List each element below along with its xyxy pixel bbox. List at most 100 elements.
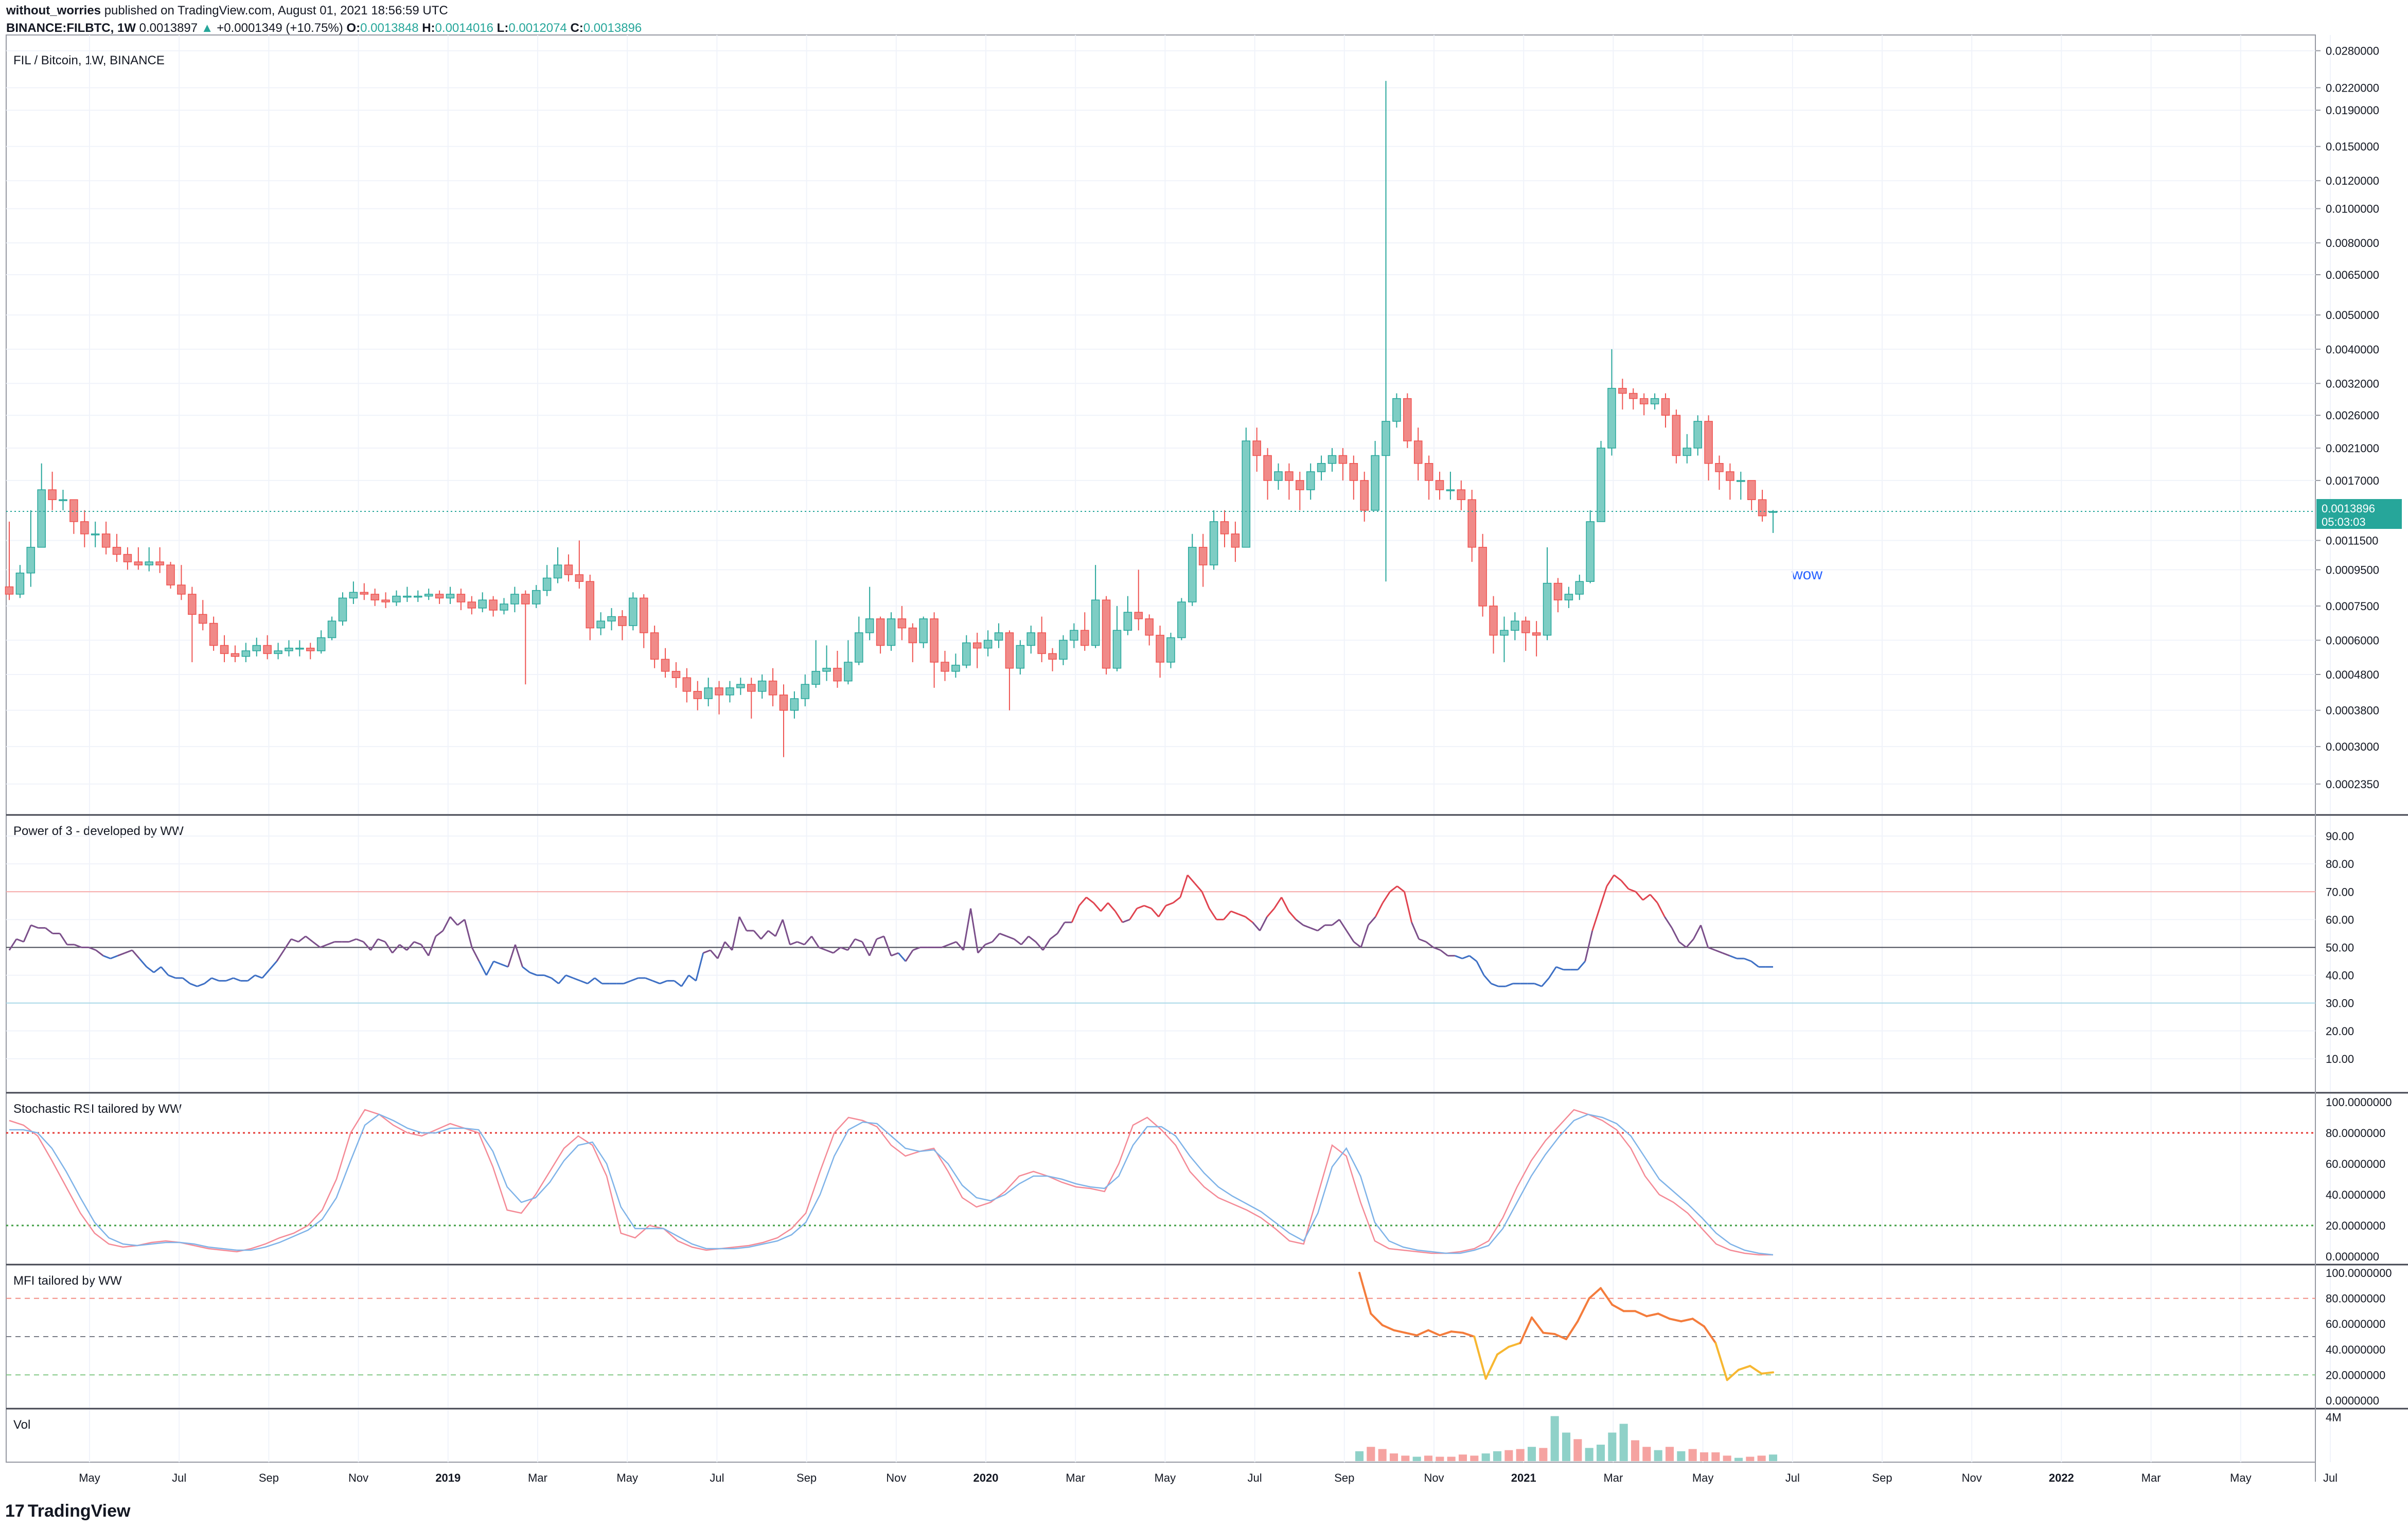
candle-body [1532, 632, 1541, 636]
candle-body [553, 564, 562, 579]
candle-body [1650, 398, 1659, 404]
candle-body [1403, 398, 1412, 441]
candle-body [295, 647, 304, 650]
power3-segment [291, 938, 299, 943]
power3-segment [688, 974, 697, 982]
candle-body [456, 594, 466, 602]
power3-segment [840, 947, 848, 951]
power3-segment [1317, 925, 1325, 932]
power3-segment [1628, 888, 1636, 893]
power3-segment [544, 974, 552, 979]
power3-segment [146, 966, 154, 973]
power3-segment [991, 933, 1000, 943]
candle-body [618, 616, 627, 626]
candle-body [48, 489, 57, 500]
author-name[interactable]: without_worries [6, 4, 101, 17]
mfi-segment [1577, 1297, 1590, 1323]
candle-body [855, 632, 863, 663]
volume-bar [1562, 1432, 1571, 1461]
volume-bar [1401, 1455, 1410, 1461]
candle-body [919, 618, 928, 644]
candle-body [822, 668, 831, 672]
power3-segment [255, 974, 263, 979]
power3-segment [876, 935, 884, 940]
power3-segment [1686, 938, 1694, 948]
power3-segment [529, 971, 538, 976]
candle-body [1726, 471, 1734, 481]
x-tick-label: Jul [2323, 1471, 2338, 1484]
power3-segment [1664, 916, 1673, 929]
mfi-segment [1553, 1333, 1567, 1340]
power3-segment [1201, 891, 1210, 909]
candle-body [542, 577, 552, 591]
candle-body [435, 594, 444, 599]
power3-segment [1223, 911, 1232, 920]
candle-body [704, 687, 713, 699]
power3-segment [225, 977, 234, 982]
mfi-segment [1531, 1316, 1545, 1334]
power3-segment [1360, 925, 1369, 948]
power3-segment [1650, 894, 1658, 903]
volume-bar [1699, 1452, 1709, 1461]
power3-segment [774, 919, 784, 937]
power3-segment [1179, 875, 1189, 898]
power3-segment [1693, 925, 1702, 939]
high-value: 0.0014016 [435, 21, 493, 35]
power3-segment [23, 925, 32, 943]
candle-body [951, 665, 960, 672]
candle-body [123, 554, 132, 562]
candle-body [725, 687, 734, 696]
y-tick-label: 0.0002350 [2326, 778, 2379, 791]
candle-body [715, 687, 723, 696]
candle-body [844, 662, 853, 682]
candle-body [1737, 480, 1745, 482]
power3-segment [1020, 935, 1030, 946]
power3-segment [478, 961, 487, 976]
power3-segment [464, 919, 473, 948]
power3-segment [1491, 983, 1499, 987]
y-tick-label: 40.0000000 [2326, 1343, 2385, 1356]
candle-body [962, 642, 971, 666]
power3-segment [717, 941, 726, 959]
candle-body [263, 645, 272, 654]
volume-bar [1573, 1439, 1582, 1461]
candle-body [1628, 393, 1638, 399]
x-tick-label: May [2230, 1471, 2252, 1484]
candle-body [1327, 455, 1337, 464]
y-tick-label: 0.0100000 [2326, 203, 2379, 216]
candle-body [1521, 620, 1530, 633]
close-label: C: [570, 21, 583, 35]
y-tick-label: 70.00 [2326, 885, 2354, 898]
y-tick-label: 0.0190000 [2326, 104, 2379, 117]
power3-segment [103, 955, 111, 960]
candle-body [1543, 582, 1552, 636]
mfi-segment [1484, 1353, 1498, 1380]
x-tick-label: May [1692, 1471, 1714, 1484]
power3-segment [1259, 916, 1268, 931]
y-tick-label: 20.00 [2326, 1025, 2354, 1038]
power3-segment [88, 947, 97, 951]
candle-body [629, 597, 638, 626]
mfi-segment [1439, 1330, 1453, 1337]
power3-segment [1750, 961, 1759, 968]
candle-body [1231, 534, 1240, 548]
mfi-segment [1714, 1342, 1728, 1381]
wow-annotation[interactable]: wow [1792, 566, 1823, 583]
stochrsi-d-line [9, 1113, 1774, 1256]
power3-segment [760, 930, 769, 940]
tradingview-logo[interactable]: 17 TradingView [5, 1501, 130, 1521]
x-tick-label: Jul [710, 1471, 724, 1484]
mfi-segment [1370, 1312, 1384, 1326]
volume-bar [1436, 1456, 1444, 1461]
power3-segment [869, 938, 878, 956]
power3-segment [1353, 941, 1362, 948]
power3-segment [551, 977, 559, 984]
power3-segment [1419, 938, 1427, 943]
power3-segment [399, 944, 408, 951]
power3-segment [449, 916, 458, 926]
power3-segment [1303, 924, 1311, 929]
volume-bar [1539, 1448, 1548, 1461]
x-tick-label: Mar [2141, 1471, 2161, 1484]
mfi-segment [1657, 1312, 1671, 1320]
